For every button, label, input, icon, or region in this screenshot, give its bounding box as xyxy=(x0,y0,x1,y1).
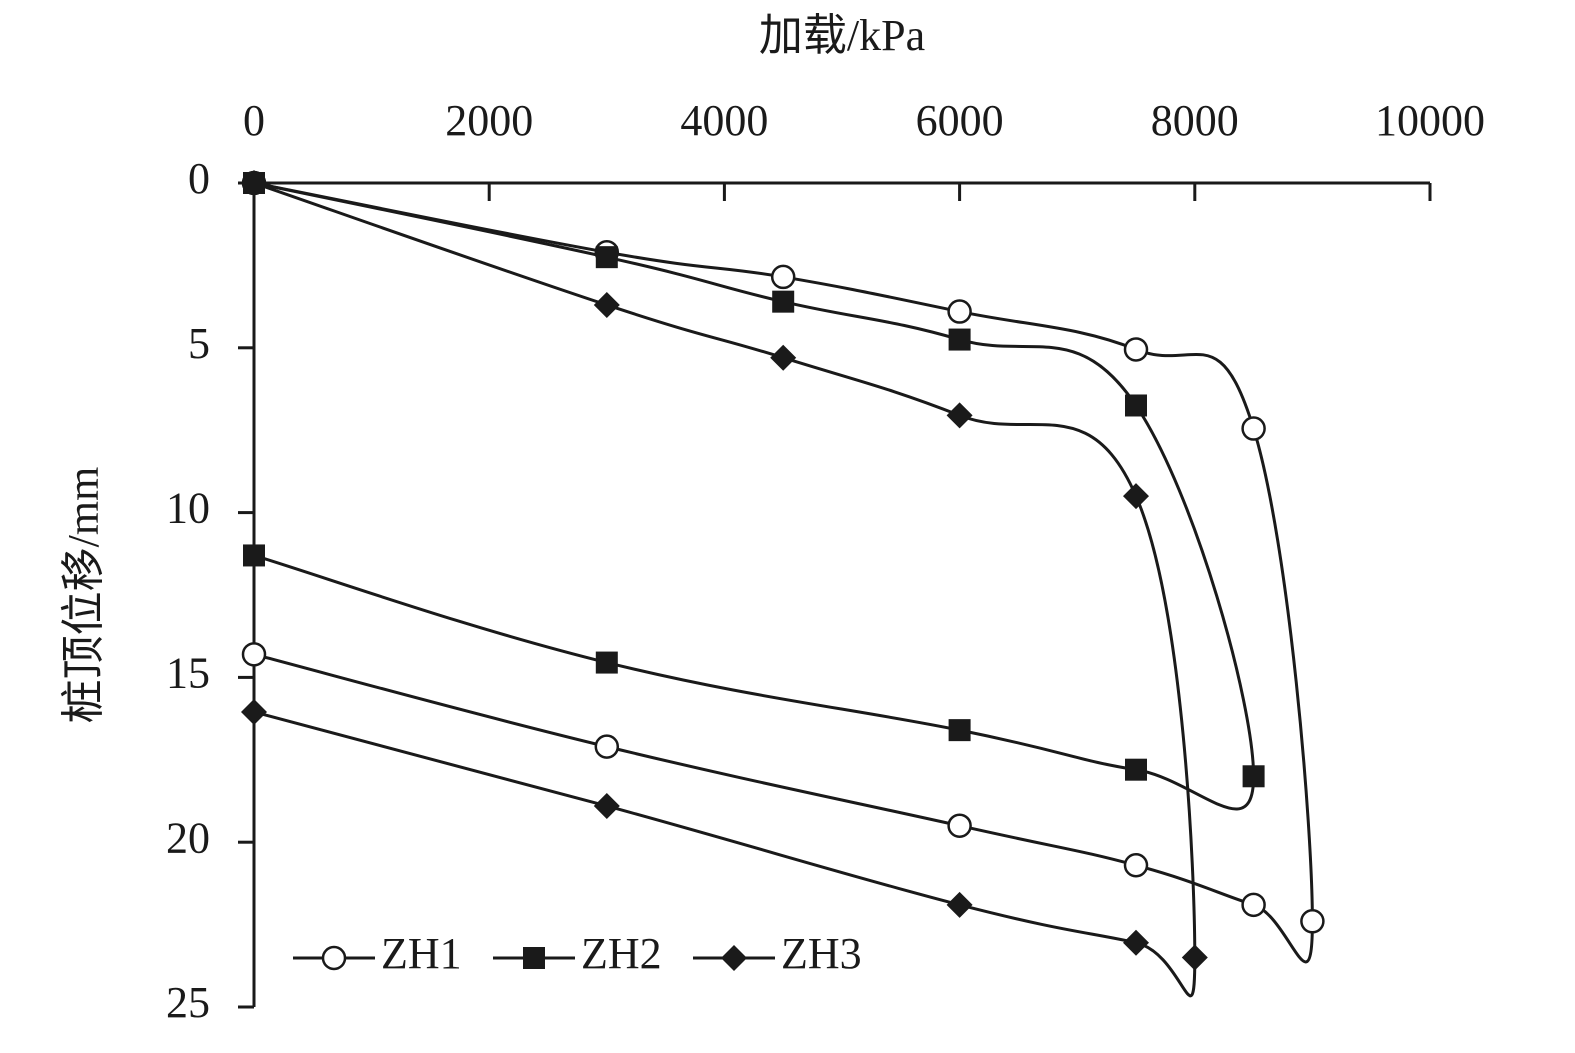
legend-marker xyxy=(321,945,347,971)
marker xyxy=(243,544,265,567)
marker xyxy=(1123,337,1149,362)
marker xyxy=(595,246,618,269)
marker xyxy=(1123,483,1149,510)
legend-label: ZH3 xyxy=(781,929,862,978)
y-tick-label: 20 xyxy=(166,813,210,862)
legend-marker xyxy=(721,945,747,971)
marker xyxy=(770,264,796,290)
marker xyxy=(947,813,972,838)
marker xyxy=(593,792,620,819)
x-tick-label: 4000 xyxy=(680,96,768,145)
x-tick-label: 6000 xyxy=(916,96,1004,145)
y-tick-label: 10 xyxy=(166,484,210,533)
y-tick-label: 15 xyxy=(166,648,210,697)
y-tick-label: 25 xyxy=(166,978,210,1027)
marker xyxy=(948,719,971,742)
marker xyxy=(770,344,797,371)
x-tick-label: 10000 xyxy=(1375,96,1485,145)
marker xyxy=(241,170,267,196)
marker xyxy=(946,402,973,429)
marker xyxy=(946,891,973,918)
legend-label: ZH2 xyxy=(581,929,662,978)
marker xyxy=(241,642,267,667)
marker xyxy=(1181,944,1208,971)
marker xyxy=(1123,929,1149,956)
marker xyxy=(1241,892,1266,918)
series-line xyxy=(253,181,1314,964)
marker xyxy=(1242,765,1265,788)
marker xyxy=(1300,909,1325,934)
legend-marker xyxy=(523,947,545,969)
marker xyxy=(772,290,795,313)
x-tick-label: 2000 xyxy=(445,96,533,145)
marker xyxy=(595,651,618,674)
marker xyxy=(948,328,971,351)
x-axis-title: 加载/kPa xyxy=(759,11,925,60)
marker xyxy=(1125,758,1147,781)
x-tick-label: 8000 xyxy=(1151,96,1239,145)
marker xyxy=(593,291,620,318)
series-line xyxy=(253,181,1256,811)
y-axis-title: 桩顶位移/mm xyxy=(59,467,108,724)
marker xyxy=(1125,394,1147,417)
series-line xyxy=(253,181,1197,998)
marker xyxy=(1241,416,1266,441)
y-tick-label: 0 xyxy=(188,154,210,203)
y-tick-label: 5 xyxy=(188,319,210,368)
marker xyxy=(1123,853,1149,878)
marker xyxy=(594,734,620,759)
marker xyxy=(241,699,267,726)
x-tick-label: 0 xyxy=(243,96,265,145)
legend-label: ZH1 xyxy=(381,929,462,978)
marker xyxy=(947,299,972,324)
